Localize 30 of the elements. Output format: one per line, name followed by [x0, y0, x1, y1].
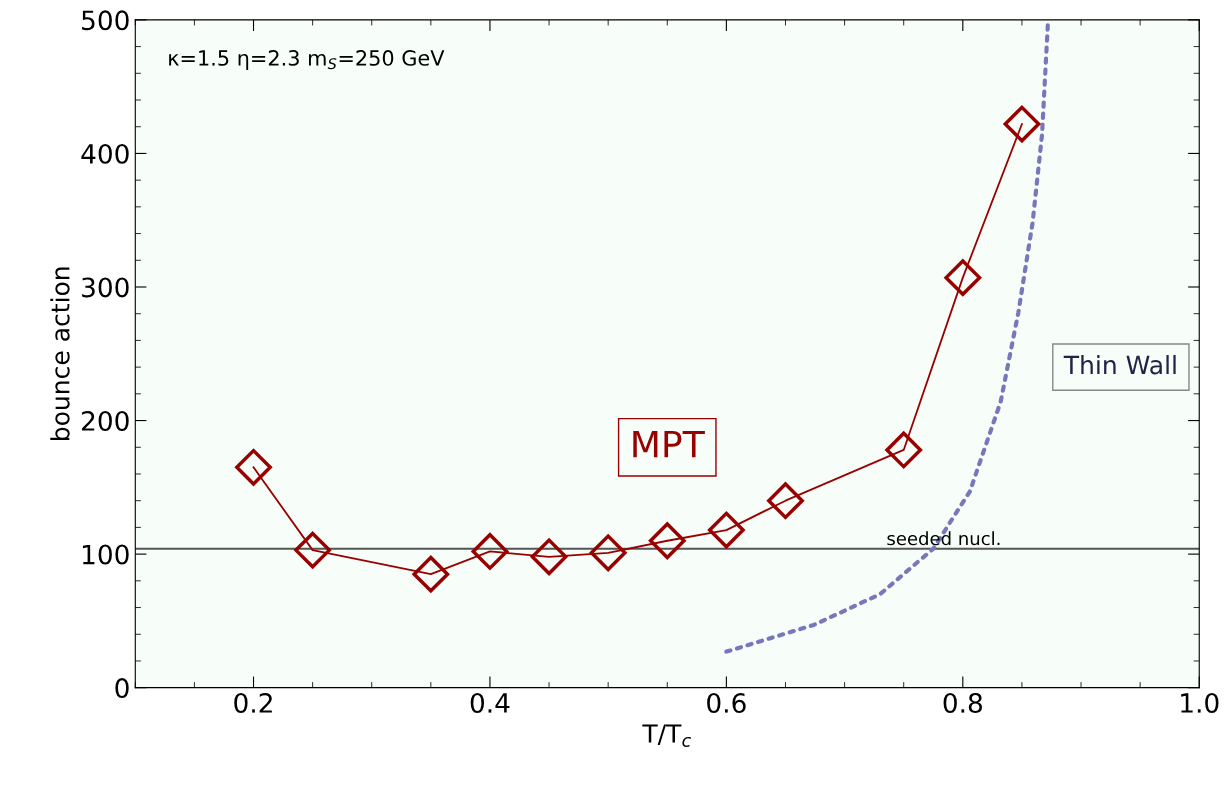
point [707, 511, 745, 549]
y-tick-label: 200 [82, 411, 129, 431]
series-label: MPT [633, 430, 705, 458]
x-tick-label: 0.6 [707, 693, 746, 713]
point [767, 482, 804, 520]
point [530, 538, 568, 576]
ref-line-label: seeded nucl. [887, 531, 1000, 546]
x-tick-label: 1.0 [1181, 693, 1219, 713]
x-tick-label: 0.4 [470, 693, 510, 713]
y-tick-label: 0 [115, 678, 129, 699]
line-series [724, 20, 1051, 654]
point [648, 522, 686, 560]
x-tick-label: 0.2 [234, 693, 272, 713]
point [235, 448, 272, 486]
x-tick-label: 0.8 [943, 693, 982, 713]
x-axis-title: T/T$_{c}$ [642, 724, 691, 747]
text: Thin Wall [1063, 355, 1176, 375]
point [885, 431, 923, 469]
point [1003, 105, 1041, 143]
y-axis-title: bounce action [50, 267, 70, 440]
point [471, 533, 509, 570]
y-tick-label: 500 [82, 10, 129, 31]
point [944, 259, 982, 297]
annotation: κ=1.5 η=2.3 m$_{S}$=250 GeV [169, 50, 445, 70]
y-tick-label: 300 [82, 277, 129, 298]
point [589, 534, 627, 572]
y-tick-label: 100 [82, 544, 129, 565]
y-tick-label: 400 [81, 143, 129, 164]
point [294, 531, 332, 569]
point [412, 555, 450, 593]
